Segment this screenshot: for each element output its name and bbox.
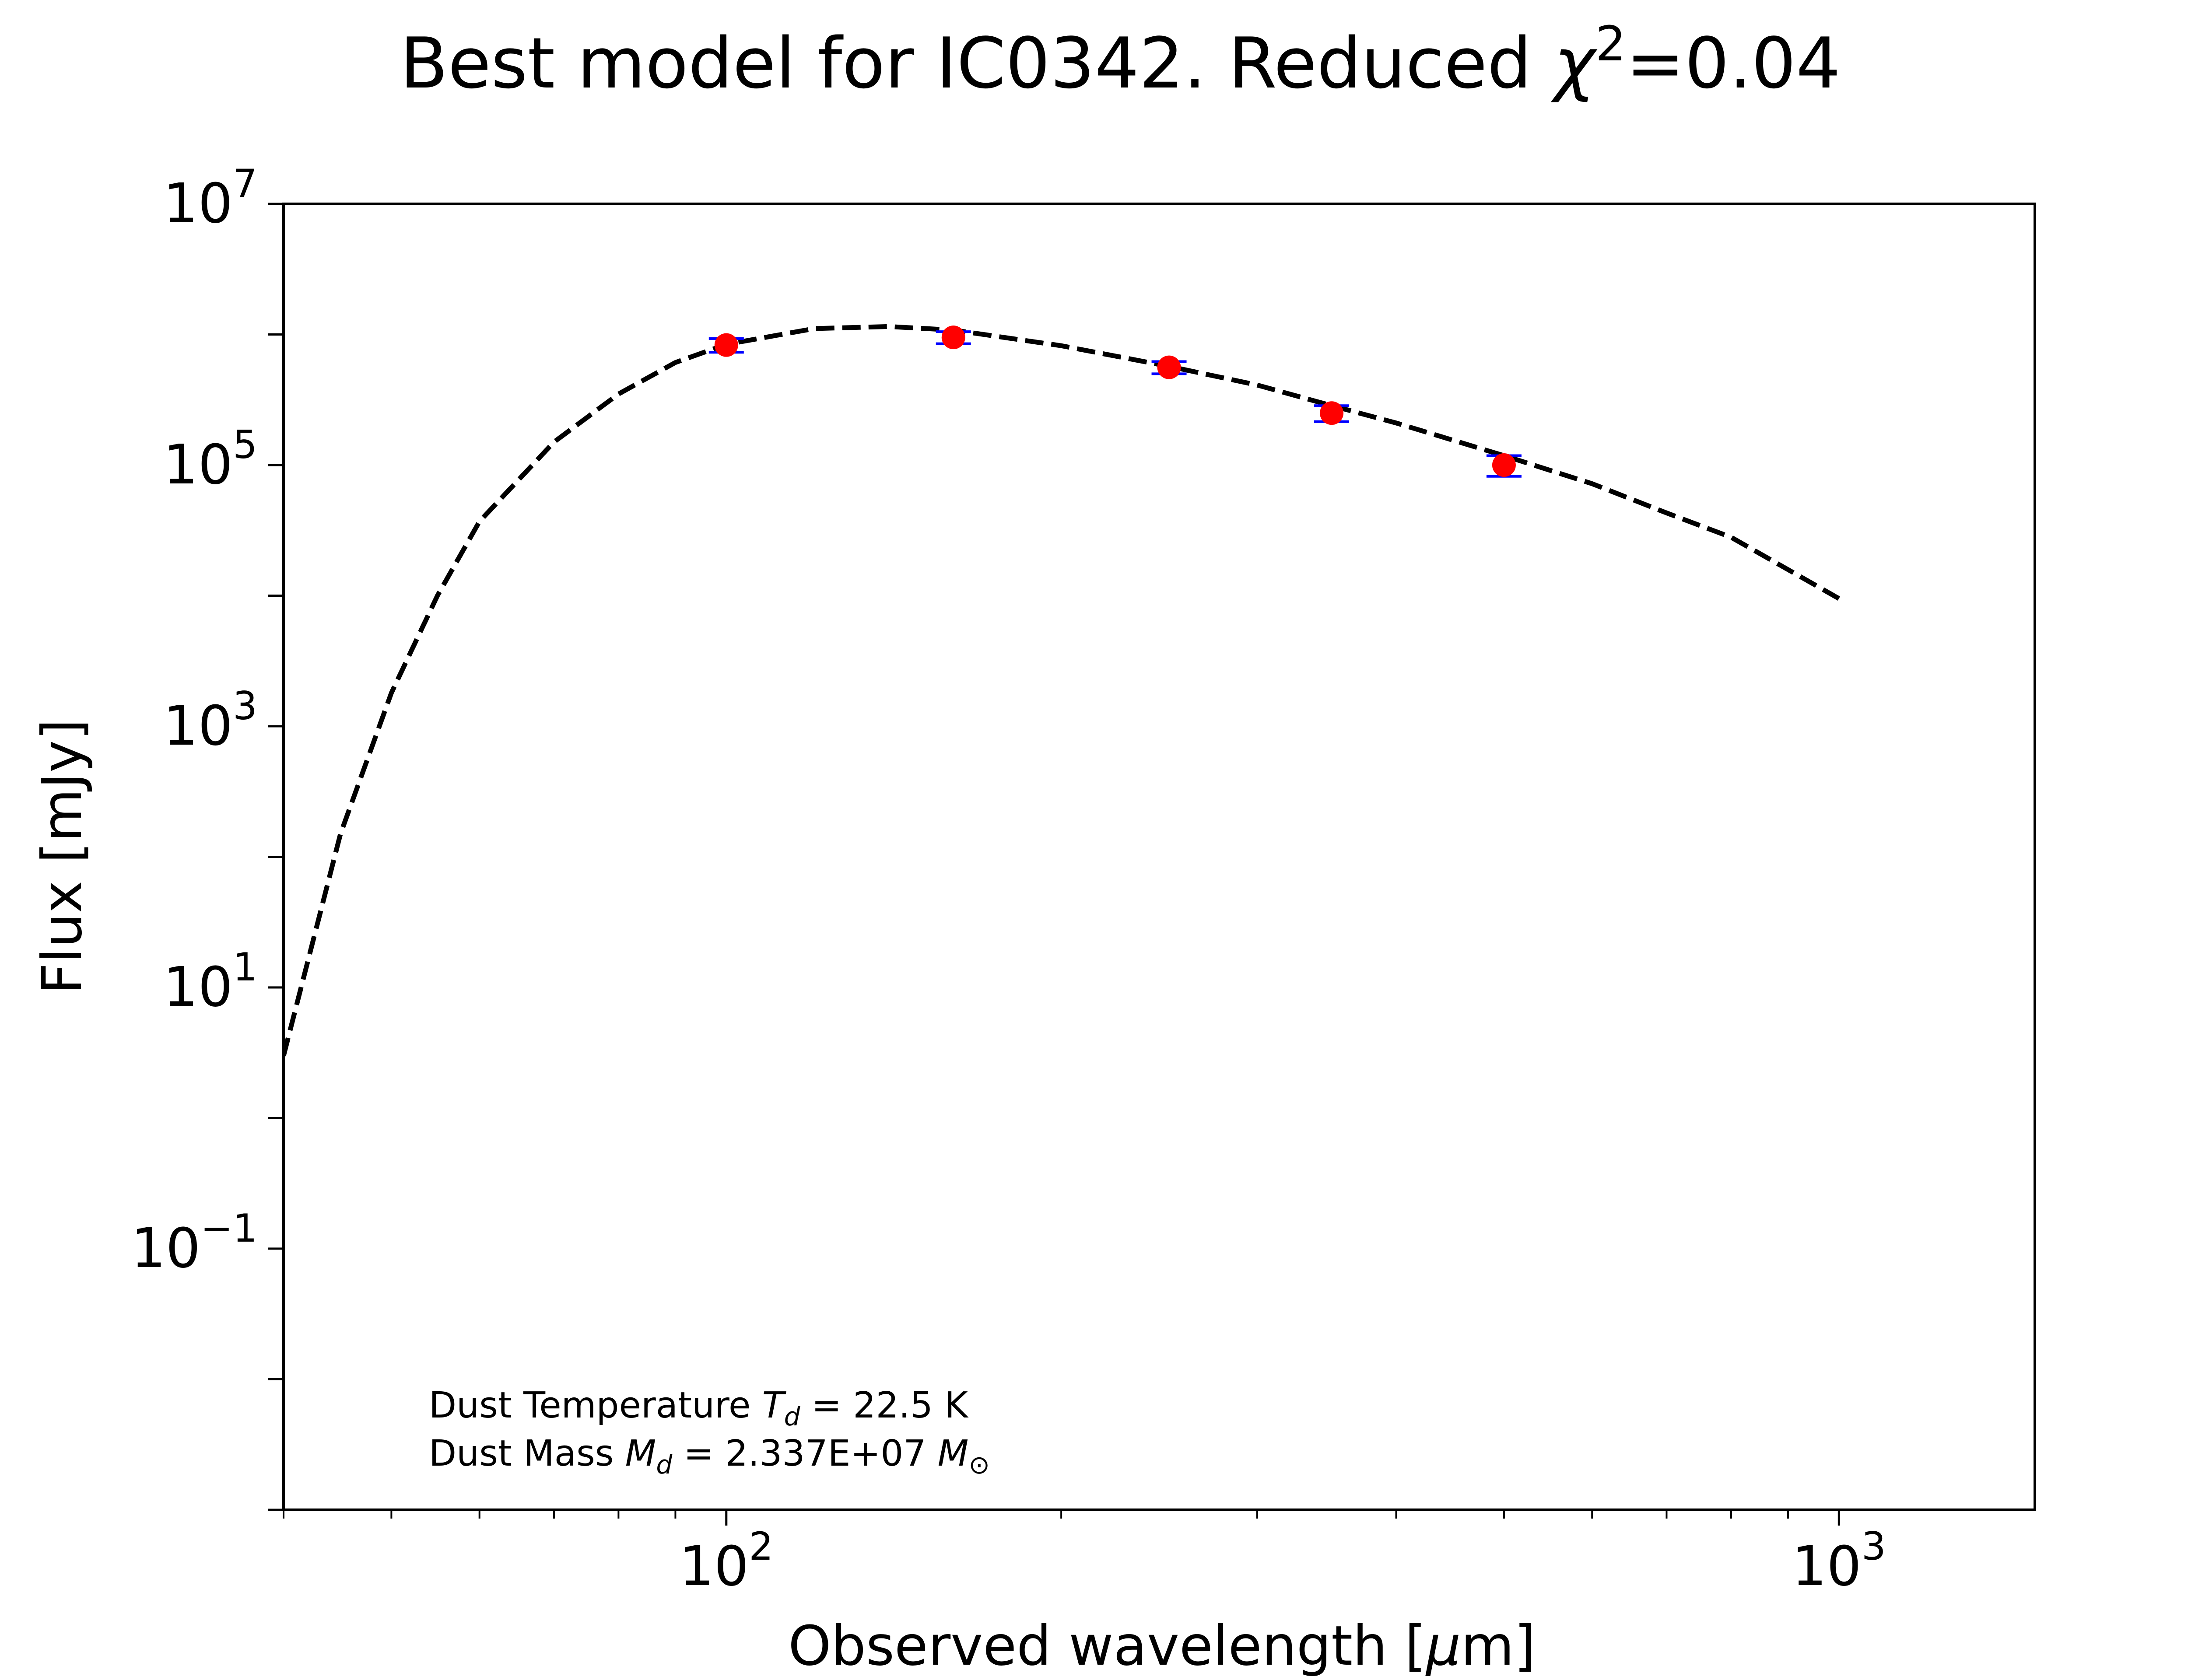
y-tick-label-exponent: −1 <box>200 1206 257 1251</box>
observation-point <box>1151 355 1187 379</box>
y-tick-label: 10−1 <box>131 1206 257 1280</box>
plot-frame <box>282 203 2036 1511</box>
title-superscript: 2 <box>1595 16 1626 72</box>
chart-title: Best model for IC0342. Reduced χ2=0.04 <box>400 16 1841 104</box>
annotation-line2-subscript2: ⊙ <box>968 1450 990 1480</box>
x-tick-label-exponent: 2 <box>749 1524 773 1569</box>
x-tick-label: 102 <box>679 1524 773 1598</box>
x-tick-label-exponent: 3 <box>1862 1524 1886 1569</box>
plot-data-layer <box>284 324 1841 1057</box>
x-tick-label-base: 10 <box>1792 1535 1862 1598</box>
observation-marker <box>714 333 738 357</box>
annotation-line2-symbol2: M <box>938 1433 969 1474</box>
title-chi: χ <box>1550 22 1598 104</box>
y-tick-label-exponent: 3 <box>233 683 257 728</box>
y-tick-label-base: 10 <box>163 433 233 497</box>
observation-point <box>708 333 744 357</box>
y-tick-label-base: 10 <box>163 694 233 758</box>
dust-temperature-annotation: Dust Temperature Td = 22.5 K <box>429 1385 969 1432</box>
y-tick-label-exponent: 7 <box>233 161 257 206</box>
observation-marker <box>1492 453 1516 477</box>
x-tick-label: 103 <box>1792 1524 1886 1598</box>
observation-marker <box>1320 401 1344 425</box>
y-tick-label: 105 <box>163 422 257 497</box>
annotation-line2-subscript: d <box>656 1450 673 1480</box>
x-axis-label-mu: μ <box>1425 1614 1461 1678</box>
observation-marker <box>941 326 965 350</box>
y-axis-label: Flux [mJy] <box>31 719 94 994</box>
observation-point <box>1486 453 1522 478</box>
y-tick-label-base: 10 <box>163 956 233 1019</box>
annotation-line1-subscript: d <box>784 1402 801 1432</box>
model-curve <box>284 324 1841 1057</box>
y-tick-label-exponent: 5 <box>233 422 257 467</box>
dust-mass-annotation: Dust Mass Md = 2.337E+07 M⊙ <box>429 1433 990 1480</box>
x-tick-label-base: 10 <box>679 1535 749 1598</box>
observation-point <box>936 326 971 350</box>
y-tick-label-base: 10 <box>163 172 233 235</box>
annotation-line1-value: = 22.5 K <box>800 1385 968 1426</box>
y-tick-label: 103 <box>163 683 257 758</box>
x-axis-label-post: m] <box>1461 1614 1536 1678</box>
y-tick-label-base: 10 <box>131 1217 200 1280</box>
title-main: Best model for IC0342. Reduced <box>400 22 1554 104</box>
annotation-line2-pre: Dust Mass <box>429 1433 625 1474</box>
observation-point <box>1314 401 1350 425</box>
y-tick-label: 101 <box>163 945 257 1019</box>
annotation-line2-symbol: M <box>625 1433 656 1474</box>
annotation-line1-pre: Dust Temperature <box>429 1385 762 1426</box>
title-value: =0.04 <box>1626 22 1841 104</box>
y-tick-label-exponent: 1 <box>233 945 257 990</box>
observation-marker <box>1157 355 1181 379</box>
x-axis-label-pre: Observed wavelength [ <box>788 1614 1426 1678</box>
x-axis-label: Observed wavelength [μm] <box>788 1614 1536 1678</box>
annotation-line2-value: = 2.337E+07 <box>672 1433 938 1474</box>
y-tick-label: 107 <box>163 161 257 235</box>
annotation-line1-symbol: T <box>762 1385 787 1426</box>
